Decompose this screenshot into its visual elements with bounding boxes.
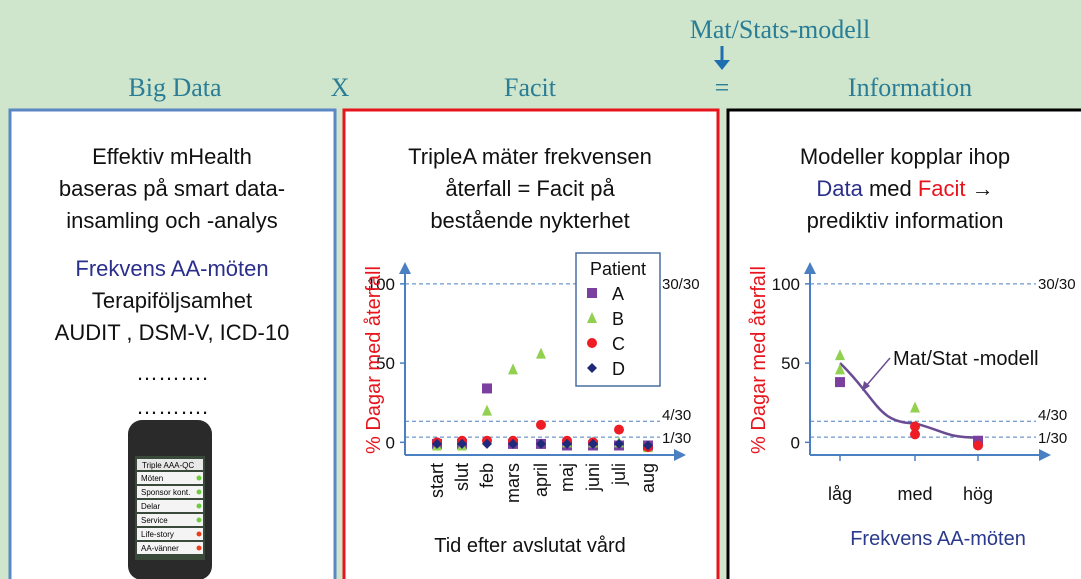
- panel-text: baseras på smart data-: [59, 176, 285, 201]
- phone-item-label: Möten: [141, 474, 163, 483]
- point: [973, 440, 983, 450]
- x-axis-label: Tid efter avslutat vård: [434, 535, 626, 557]
- slide: Mat/Stats-modell Big Data X Facit = Info…: [0, 0, 1081, 579]
- x-tick-label: låg: [828, 484, 852, 504]
- phone-item-dot: [197, 476, 202, 481]
- phone-item-dot: [197, 490, 202, 495]
- y-tick-label: 100: [772, 275, 800, 294]
- panel-text: AUDIT , DSM-V, ICD-10: [55, 320, 290, 345]
- page: Mat/Stats-modell Big Data X Facit = Info…: [0, 0, 1081, 579]
- y-tick-label: 0: [791, 433, 800, 452]
- reference-label: 4/30: [1038, 407, 1067, 424]
- phone: Triple AAA-QC Möten Sponsor kont. Delar Ser…: [128, 420, 212, 579]
- panel-text: insamling och -analys: [66, 208, 278, 233]
- model-label: Mat/Stat -modell: [893, 348, 1039, 370]
- reference-label: 1/30: [662, 430, 691, 447]
- legend-title: Patient: [590, 259, 646, 279]
- phone-item-dot: [197, 518, 202, 523]
- x-tick-label: slut: [452, 463, 472, 491]
- point: [614, 425, 624, 435]
- arrow-word: →: [972, 176, 994, 201]
- panel-text: Data med Facit →: [816, 176, 993, 201]
- phone-item-dot: [197, 532, 202, 537]
- point: [587, 338, 597, 348]
- panel-text: Terapiföljsamhet: [92, 288, 252, 313]
- phone-title: Triple AAA-QC: [142, 461, 194, 470]
- panel-text: Effektiv mHealth: [92, 144, 252, 169]
- point: [482, 383, 492, 393]
- phone-item-label: Service: [141, 516, 168, 525]
- panel-text: återfall = Facit på: [445, 176, 615, 201]
- y-tick-label: 0: [386, 433, 395, 452]
- panel-text: TripleA mäter frekvensen: [408, 144, 652, 169]
- x-axis-label: Frekvens AA-möten: [850, 528, 1026, 550]
- x-tick-label: april: [531, 463, 551, 497]
- x-tick-label: mars: [503, 463, 523, 503]
- phone-item-label: Life-story: [141, 530, 174, 539]
- x-tick-label: start: [427, 463, 447, 498]
- panel-text: bestående nykterhet: [430, 208, 629, 233]
- x-tick-label: med: [897, 484, 932, 504]
- y-axis-label: % Dagar med återfall: [363, 266, 385, 454]
- point: [835, 377, 845, 387]
- panel-text: ……….: [136, 360, 208, 385]
- med-word: med: [869, 176, 912, 201]
- reference-label: 4/30: [662, 407, 691, 424]
- data-word: Data: [816, 176, 863, 201]
- big-data-label: Big Data: [128, 73, 222, 102]
- legend-label: D: [612, 359, 625, 379]
- reference-label: 1/30: [1038, 430, 1067, 447]
- panel-text: ……….: [136, 394, 208, 419]
- x-tick-label: aug: [638, 463, 658, 493]
- phone-item-label: AA-vänner: [141, 544, 179, 553]
- point: [587, 288, 597, 298]
- legend-label: B: [612, 309, 624, 329]
- x-tick-label: juni: [583, 463, 603, 492]
- equals-label: =: [715, 73, 730, 102]
- x-tick-label: feb: [477, 463, 497, 488]
- phone-item-label: Delar: [141, 502, 160, 511]
- phone-item-label: Sponsor kont.: [141, 488, 190, 497]
- reference-label: 30/30: [1038, 276, 1076, 293]
- legend-label: A: [612, 284, 624, 304]
- model-label: Mat/Stats-modell: [690, 15, 871, 44]
- phone-item-dot: [197, 504, 202, 509]
- phone-item-dot: [197, 546, 202, 551]
- facit-label: Facit: [504, 73, 557, 102]
- point: [910, 429, 920, 439]
- panel-text: Modeller kopplar ihop: [800, 144, 1010, 169]
- facit-word: Facit: [918, 176, 966, 201]
- information-label: Information: [848, 73, 972, 102]
- y-tick-label: 50: [781, 354, 800, 373]
- point: [536, 420, 546, 430]
- x-tick-label: hög: [963, 484, 993, 504]
- x-tick-label: juli: [609, 463, 629, 486]
- legend-label: C: [612, 334, 625, 354]
- y-axis-label: % Dagar med återfall: [748, 266, 770, 454]
- x-tick-label: maj: [557, 463, 577, 492]
- times-label: X: [331, 73, 350, 102]
- panel-text: prediktiv information: [807, 208, 1004, 233]
- panel-highlight: Frekvens AA-möten: [75, 256, 268, 281]
- reference-label: 30/30: [662, 276, 700, 293]
